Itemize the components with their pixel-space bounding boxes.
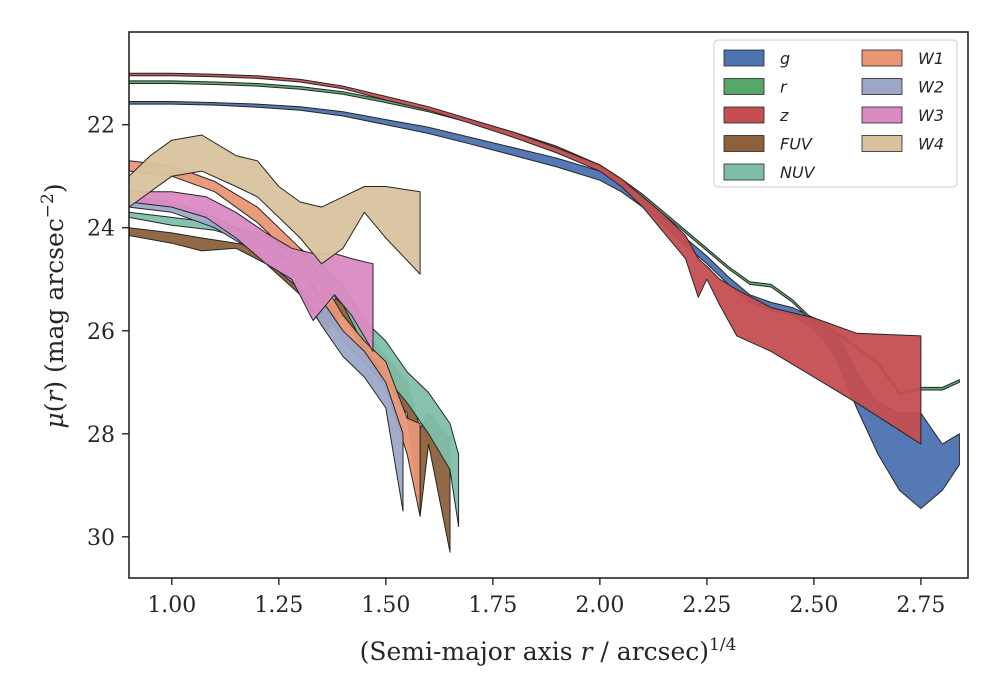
legend-label-w3: W3 [918, 106, 944, 125]
y-axis-label-end: ) [40, 183, 69, 193]
x-axis-label-sup: 1/4 [709, 635, 736, 655]
data-bands [129, 72, 960, 553]
legend-swatch-fuv [723, 135, 765, 152]
legend-swatch-w4 [861, 135, 903, 152]
legend-swatch-w3 [861, 106, 903, 124]
plot-frame [128, 31, 969, 579]
x-tick-label: 2.75 [896, 593, 945, 618]
legend-swatch-g [723, 49, 765, 67]
y-axis-label-mu: μ [40, 412, 69, 428]
band-w4 [129, 134, 421, 275]
legend-label-w1: W1 [918, 49, 944, 68]
band-w1 [129, 160, 421, 517]
band-w3 [129, 191, 374, 352]
y-axis-label-open: ( [40, 403, 69, 413]
legend-label-w2: W2 [918, 78, 944, 97]
band-z [129, 72, 922, 445]
y-axis-ticks: 22 24 26 28 30 [87, 114, 129, 551]
legend-label-r: r [780, 78, 788, 97]
x-axis-label: (Semi-major axis r / arcsec)1/4 [360, 635, 737, 666]
band-g [129, 101, 960, 509]
y-tick-label: 28 [87, 423, 115, 448]
y-axis-label-close: ) (mag arcsec [40, 218, 69, 391]
x-tick-label: 1.50 [361, 593, 410, 618]
y-tick-label: 30 [87, 526, 115, 551]
y-tick-label: 24 [87, 217, 115, 242]
legend-swatch-w2 [861, 78, 903, 95]
x-tick-label: 2.00 [575, 593, 624, 618]
x-tick-label: 1.25 [254, 593, 303, 618]
x-tick-label: 2.50 [789, 593, 838, 618]
x-tick-label: 1.00 [147, 593, 196, 618]
x-axis-label-prefix: (Semi-major axis [360, 637, 581, 666]
x-tick-label: 2.25 [682, 593, 731, 618]
x-axis-ticks: 1.00 1.25 1.50 1.75 2.00 2.25 2.50 2.75 [147, 578, 945, 618]
legend-label-w4: W4 [918, 135, 944, 154]
x-axis-label-mid: / arcsec) [592, 637, 709, 666]
x-axis-label-var: r [581, 637, 595, 666]
y-axis-label: μ(r) (mag arcsec−2) [38, 183, 69, 428]
legend-label-g: g [780, 49, 790, 68]
legend-label-fuv: FUV [780, 135, 813, 154]
y-tick-label: 26 [87, 320, 115, 345]
legend-swatch-r [723, 78, 765, 95]
legend-swatch-nuv [723, 163, 765, 181]
legend: grz FUV NUV W1 W2 W3 W4 [713, 39, 958, 188]
legend-swatch-w1 [861, 49, 903, 67]
x-tick-label: 1.75 [468, 593, 517, 618]
legend-label-z: z [779, 106, 789, 125]
legend-label-nuv: NUV [780, 163, 816, 182]
y-axis-label-var: r [40, 389, 69, 403]
legend-swatch-z [723, 106, 765, 124]
y-axis-label-sup: −2 [38, 193, 58, 218]
y-tick-label: 22 [87, 114, 115, 139]
